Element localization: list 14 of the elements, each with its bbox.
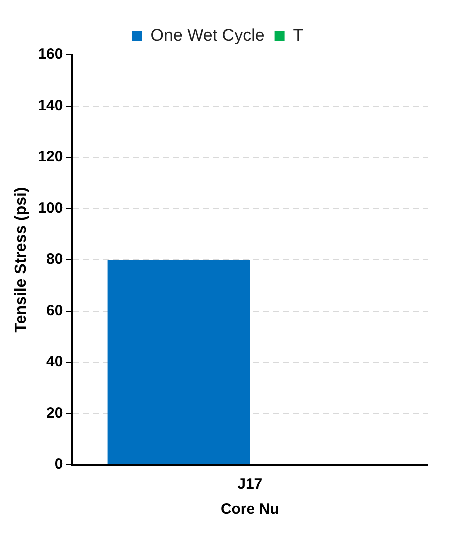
legend-label: T (293, 26, 304, 46)
y-tick-label: 60 (46, 302, 64, 320)
y-tick-label: 80 (46, 251, 64, 268)
y-tick-label: 140 (38, 97, 64, 114)
x-axis-title: Core Nu (220, 501, 280, 518)
y-tick-label: 0 (54, 456, 64, 474)
x-tick-label: J17 (238, 476, 263, 494)
y-tick-label: 40 (46, 354, 64, 371)
y-tick-label: 160 (38, 46, 64, 64)
y-tick-label: 20 (46, 404, 64, 422)
y-tick-label: 100 (38, 200, 64, 217)
legend-label: One Wet Cycle (150, 26, 265, 46)
y-axis-title: Tensile Stress (psi) (13, 187, 30, 333)
y-tick-label: 120 (38, 148, 64, 166)
